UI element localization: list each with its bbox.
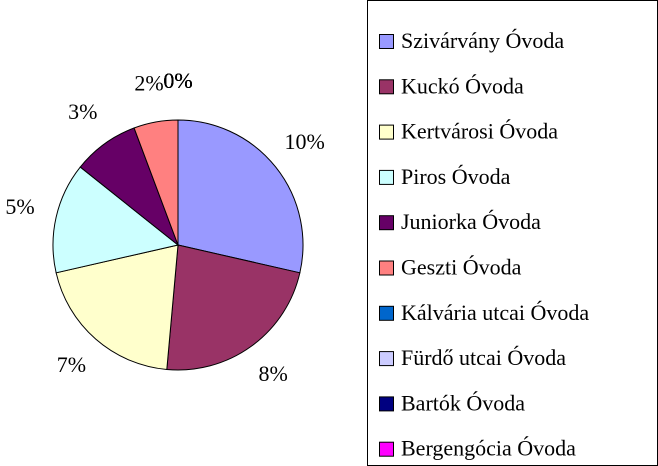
legend-swatch <box>379 169 394 185</box>
data-label: 3% <box>68 99 97 124</box>
data-label: 10% <box>284 129 324 154</box>
legend-swatch <box>379 305 394 321</box>
data-label: 5% <box>5 194 34 219</box>
legend-label: Bergengócia Óvoda <box>401 436 576 461</box>
data-label: 0% <box>163 68 192 93</box>
legend-swatch <box>379 260 394 276</box>
pie-slice <box>52 166 180 274</box>
legend-label: Kuckó Óvoda <box>401 73 524 98</box>
legend-label: Geszti Óvoda <box>401 255 522 280</box>
legend-label: Juniorka Óvoda <box>401 209 541 234</box>
data-label: 0% <box>163 68 192 93</box>
legend-label: Piros Óvoda <box>401 164 511 189</box>
legend-label: Bartók Óvoda <box>401 390 525 415</box>
legend-swatch <box>379 396 394 412</box>
legend-label: Kálvária utcai Óvoda <box>401 300 589 325</box>
pie-slice <box>55 244 179 371</box>
legend-swatch <box>379 124 394 140</box>
pie-slice <box>177 119 304 274</box>
data-label: 2% <box>134 71 163 96</box>
legend-swatch <box>379 215 394 231</box>
legend-swatch <box>379 34 394 49</box>
data-label: 0% <box>163 68 192 93</box>
legend-swatch <box>379 351 394 367</box>
legend-box <box>367 0 658 466</box>
pie-slice <box>166 244 301 371</box>
legend-swatch <box>379 79 394 95</box>
legend-swatch <box>379 441 394 457</box>
data-label: 7% <box>57 352 86 377</box>
legend-label: Kertvárosi Óvoda <box>401 119 558 144</box>
data-label: 0% <box>163 68 192 93</box>
legend-label: Szivárvány Óvoda <box>401 28 564 53</box>
data-label: 8% <box>259 361 288 386</box>
legend-label: Fürdő utcai Óvoda <box>401 345 566 370</box>
